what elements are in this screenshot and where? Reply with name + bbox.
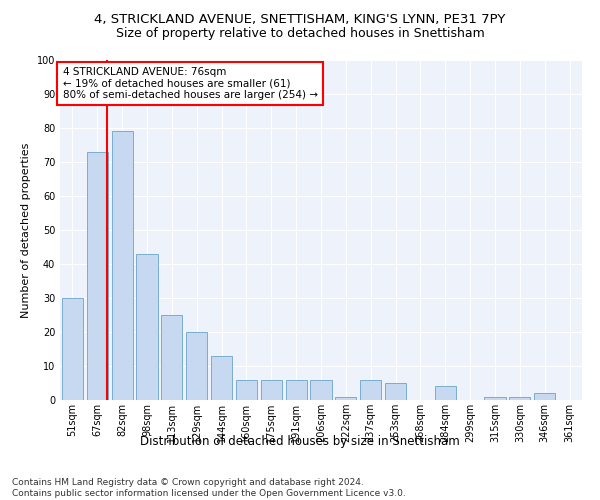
Bar (484, 396, 506, 400)
Bar (112, 132, 133, 400)
Bar (360, 380, 381, 400)
Text: 4 STRICKLAND AVENUE: 76sqm
← 19% of detached houses are smaller (61)
80% of semi: 4 STRICKLAND AVENUE: 76sqm ← 19% of deta… (62, 67, 317, 100)
Bar (186, 332, 207, 400)
Bar (211, 356, 232, 400)
Text: Size of property relative to detached houses in Snettisham: Size of property relative to detached ho… (116, 28, 484, 40)
Bar (335, 396, 356, 400)
Text: 4, STRICKLAND AVENUE, SNETTISHAM, KING'S LYNN, PE31 7PY: 4, STRICKLAND AVENUE, SNETTISHAM, KING'S… (94, 12, 506, 26)
Text: Contains HM Land Registry data © Crown copyright and database right 2024.
Contai: Contains HM Land Registry data © Crown c… (12, 478, 406, 498)
Bar (161, 315, 182, 400)
Text: Distribution of detached houses by size in Snettisham: Distribution of detached houses by size … (140, 435, 460, 448)
Bar (310, 380, 332, 400)
Bar (62, 298, 83, 400)
Bar (385, 383, 406, 400)
Bar (261, 380, 282, 400)
Bar (236, 380, 257, 400)
Bar (286, 380, 307, 400)
Bar (435, 386, 456, 400)
Y-axis label: Number of detached properties: Number of detached properties (21, 142, 31, 318)
Bar (87, 152, 108, 400)
Bar (136, 254, 158, 400)
Bar (534, 393, 555, 400)
Bar (509, 396, 530, 400)
